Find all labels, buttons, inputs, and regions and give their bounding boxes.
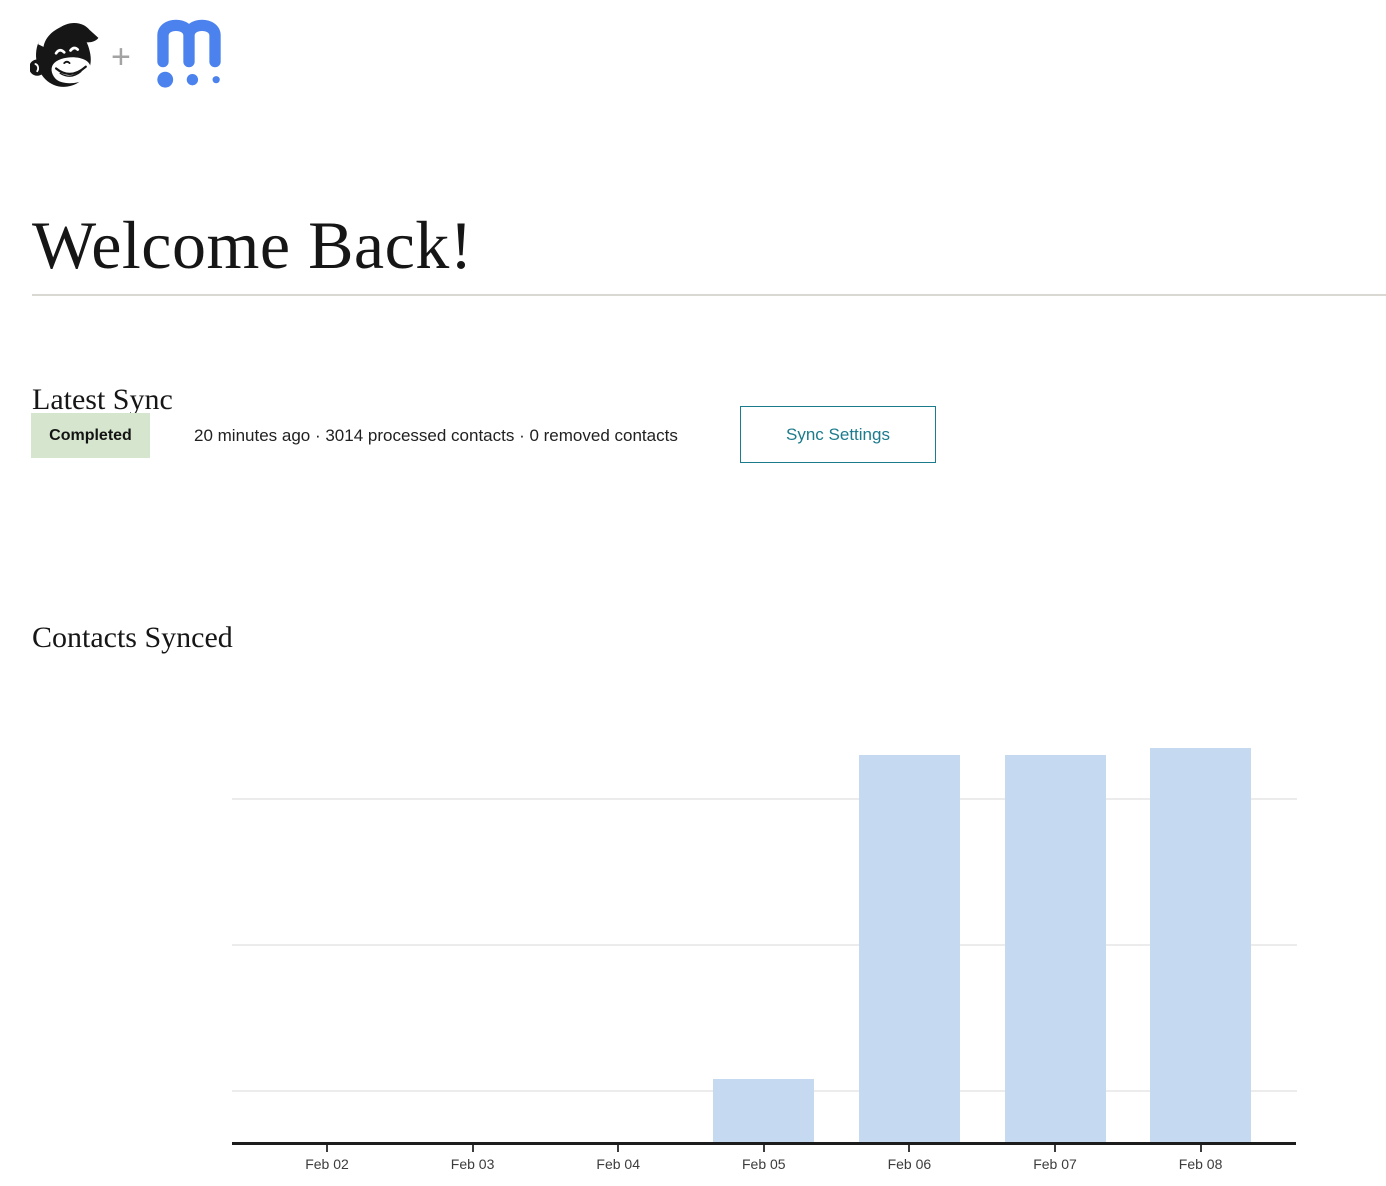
chart-x-axis: [232, 1142, 1296, 1145]
chart-x-tick: [1199, 1145, 1202, 1152]
contacts-synced-heading: Contacts Synced: [32, 620, 233, 654]
chart-x-label: Feb 04: [596, 1156, 640, 1172]
chart-bar-feb-05: [713, 1079, 815, 1142]
chart-gridline: [232, 944, 1297, 947]
chart-bar-feb-06: [858, 754, 960, 1142]
sync-summary: 20 minutes ago · 3014 processed contacts…: [194, 426, 678, 445]
sync-settings-button[interactable]: Sync Settings: [740, 406, 936, 463]
mailchimp-logo-icon: [29, 15, 102, 100]
page-title: Welcome Back!: [32, 206, 473, 283]
chart-x-tick: [326, 1145, 328, 1152]
chart-bar-feb-07: [1004, 754, 1106, 1142]
section-divider: [32, 294, 1386, 296]
chart-x-label: Feb 03: [450, 1156, 495, 1172]
chart-x-label: Feb 06: [887, 1156, 932, 1172]
chart-gridline: [232, 798, 1297, 801]
chart-x-label: Feb 02: [305, 1156, 349, 1172]
plus-icon: +: [111, 38, 131, 76]
chart-x-tick: [908, 1145, 911, 1152]
chart-x-tick: [471, 1145, 474, 1152]
chart-x-tick: [762, 1145, 765, 1152]
contacts-synced-chart: Feb 02 Feb 03 Feb 04 Feb 05 Feb 06 Feb 07 Feb …: [232, 655, 1297, 1172]
chart-x-tick: [1054, 1145, 1056, 1152]
chart-x-label: Feb 08: [1178, 1156, 1223, 1172]
chart-x-tick: [617, 1145, 620, 1152]
status-badge: Completed: [31, 413, 150, 458]
partner-m-logo-icon: [155, 5, 223, 96]
chart-x-label: Feb 05: [742, 1156, 786, 1172]
chart-x-label: Feb 07: [1033, 1156, 1077, 1172]
chart-bar-feb-08: [1150, 748, 1252, 1142]
latest-sync-heading: Latest Sync: [32, 382, 173, 416]
